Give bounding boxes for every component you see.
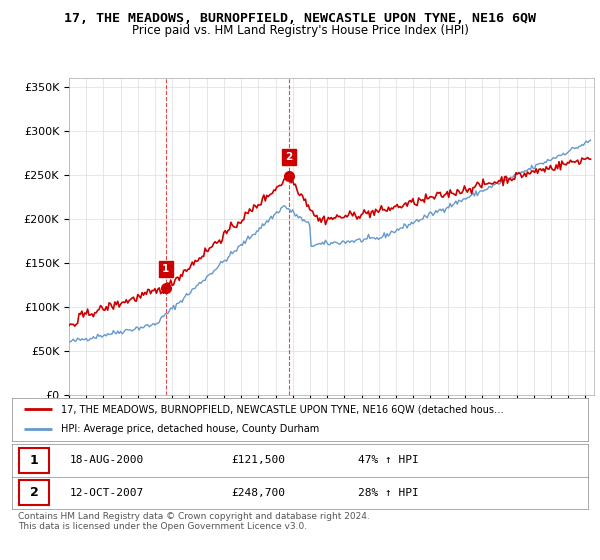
Text: 28% ↑ HPI: 28% ↑ HPI [358, 488, 418, 498]
Text: 17, THE MEADOWS, BURNOPFIELD, NEWCASTLE UPON TYNE, NE16 6QW (detached hous…: 17, THE MEADOWS, BURNOPFIELD, NEWCASTLE … [61, 404, 504, 414]
Text: £248,700: £248,700 [231, 488, 285, 498]
Text: 1: 1 [162, 264, 170, 274]
Text: Price paid vs. HM Land Registry's House Price Index (HPI): Price paid vs. HM Land Registry's House … [131, 24, 469, 37]
Text: 17, THE MEADOWS, BURNOPFIELD, NEWCASTLE UPON TYNE, NE16 6QW: 17, THE MEADOWS, BURNOPFIELD, NEWCASTLE … [64, 12, 536, 25]
FancyBboxPatch shape [19, 448, 49, 473]
Text: 12-OCT-2007: 12-OCT-2007 [70, 488, 144, 498]
Text: 1: 1 [29, 454, 38, 467]
Text: 18-AUG-2000: 18-AUG-2000 [70, 455, 144, 465]
Text: £121,500: £121,500 [231, 455, 285, 465]
FancyBboxPatch shape [19, 480, 49, 505]
Text: HPI: Average price, detached house, County Durham: HPI: Average price, detached house, Coun… [61, 424, 319, 435]
Text: Contains HM Land Registry data © Crown copyright and database right 2024.
This d: Contains HM Land Registry data © Crown c… [18, 512, 370, 531]
Text: 47% ↑ HPI: 47% ↑ HPI [358, 455, 418, 465]
Text: 2: 2 [286, 152, 293, 162]
Text: 2: 2 [29, 486, 38, 500]
